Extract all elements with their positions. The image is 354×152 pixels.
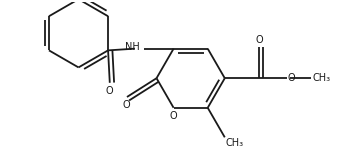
Text: O: O bbox=[287, 73, 295, 83]
Text: O: O bbox=[106, 86, 114, 96]
Text: O: O bbox=[255, 35, 263, 45]
Text: CH₃: CH₃ bbox=[226, 138, 244, 149]
Text: CH₃: CH₃ bbox=[312, 73, 330, 83]
Text: O: O bbox=[122, 100, 130, 110]
Text: O: O bbox=[170, 111, 177, 121]
Text: NH: NH bbox=[125, 42, 140, 52]
